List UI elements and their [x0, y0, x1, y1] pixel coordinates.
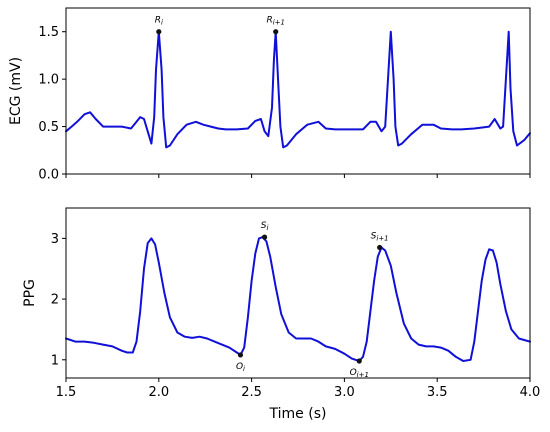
ppg-marker-point: [356, 358, 362, 364]
ecg-marker-point: [156, 29, 162, 35]
ecg-x-ticks: [65, 174, 531, 178]
ecg-y-axis-label: ECG (mV): [8, 57, 24, 125]
ecg-marker-label: Ri: [155, 16, 163, 27]
ppg-marker-label: Si: [261, 221, 269, 232]
ppg-y-axis-label: PPG: [22, 279, 38, 307]
ppg-y-tick-label: 2: [51, 293, 59, 308]
ecg-y-tick-label: 0.5: [38, 120, 59, 135]
ecg-y-ticks: 0.0 0.5 1.0 1.5: [38, 25, 66, 183]
ecg-marker-label: Ri+1: [266, 16, 285, 27]
ecg-panel: Ri Ri+1 0.0 0.5 1.0 1.5 ECG (mV): [8, 7, 531, 183]
ppg-marker-label: Si+1: [371, 231, 389, 242]
x-axis-label: Time (s): [269, 406, 327, 422]
ppg-marker-point: [377, 244, 383, 251]
ecg-plot-frame: [65, 7, 531, 175]
ecg-series: [65, 30, 531, 149]
ppg-x-ticks: 1.5 2.0 2.5 3.0 3.5 4.0: [56, 378, 541, 400]
ppg-marker-point: [261, 234, 268, 240]
ppg-marker-label: Oi: [236, 362, 245, 373]
ppg-y-tick-label: 3: [51, 232, 59, 247]
ecg-marker-point: [273, 29, 279, 35]
ppg-series-line: [65, 236, 531, 362]
ppg-y-ticks: 1 2 3: [51, 232, 66, 368]
ppg-x-tick-label: 2.5: [241, 385, 262, 400]
ecg-y-tick-label: 1.0: [38, 73, 59, 88]
ppg-x-tick-label: 3.0: [334, 385, 355, 400]
ppg-marker-point: [237, 352, 244, 358]
ppg-x-tick-label: 3.5: [427, 385, 448, 400]
ppg-x-tick-label: 1.5: [56, 385, 77, 400]
ppg-markers: Si Si+1 Oi Oi+1: [236, 221, 389, 379]
ppg-series: [65, 236, 531, 362]
ecg-y-tick-label: 1.5: [38, 25, 59, 40]
ecg-series-line: [65, 30, 531, 149]
ppg-y-tick-label: 1: [51, 353, 59, 368]
ppg-x-tick-label: 4.0: [520, 385, 541, 400]
ppg-plot-frame: [65, 207, 531, 379]
ecg-y-tick-label: 0.0: [38, 168, 59, 183]
ppg-marker-label: Oi+1: [350, 368, 369, 379]
ppg-x-tick-label: 2.0: [148, 385, 169, 400]
ecg-markers: Ri Ri+1: [155, 16, 285, 35]
